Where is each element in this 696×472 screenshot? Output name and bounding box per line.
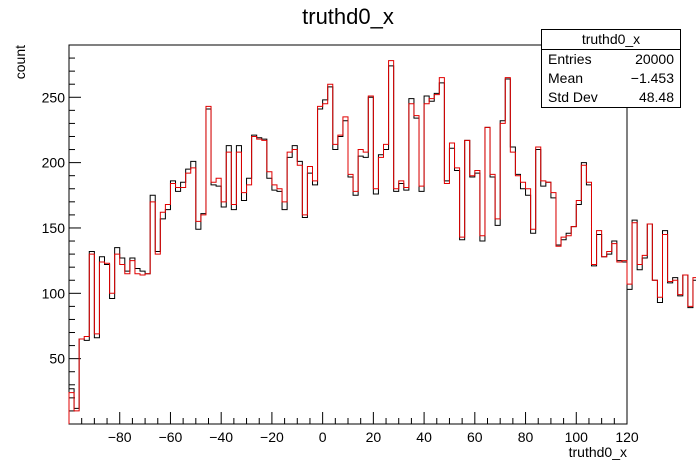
stats-row-mean: Mean −1.453	[542, 69, 680, 88]
y-tick-label: 200	[42, 155, 66, 171]
x-axis-label: truthd0_x	[569, 444, 627, 460]
stats-entries-value: 20000	[635, 51, 674, 67]
stats-entries-label: Entries	[548, 51, 592, 67]
stats-box: truthd0_x Entries 20000 Mean −1.453 Std …	[541, 29, 681, 108]
stats-stddev-label: Std Dev	[548, 89, 598, 105]
histogram-series	[68, 60, 696, 424]
stats-row-stddev: Std Dev 48.48	[542, 88, 680, 107]
stats-mean-label: Mean	[548, 70, 584, 86]
x-tick-label: 120	[615, 429, 639, 445]
x-tick-label: −20	[260, 429, 284, 445]
y-axis-label: count	[12, 45, 28, 79]
x-tick-label: −60	[159, 429, 183, 445]
chart-title: truthd0_x	[302, 4, 394, 29]
tick-labels: −80 −60 −40 −20 0 20 40 60 80 100 120 50 100 150 200 25…	[42, 89, 639, 445]
y-tick-label: 250	[42, 89, 66, 105]
stats-mean-value: −1.453	[630, 70, 674, 86]
y-tick-label: 150	[42, 220, 66, 236]
x-tick-label: −40	[209, 429, 233, 445]
y-tick-label: 100	[42, 285, 66, 301]
stats-title: truthd0_x	[542, 30, 680, 50]
x-tick-label: 80	[518, 429, 534, 445]
x-tick-label: −80	[108, 429, 132, 445]
x-tick-label: 0	[319, 429, 327, 445]
histogram-series-1	[68, 60, 696, 424]
axis-ticks	[68, 44, 628, 425]
x-tick-label: 100	[565, 429, 589, 445]
y-tick-label: 50	[49, 351, 65, 367]
x-tick-label: 20	[366, 429, 382, 445]
x-tick-label: 40	[416, 429, 432, 445]
x-tick-label: 60	[467, 429, 483, 445]
stats-stddev-value: 48.48	[638, 89, 674, 105]
stats-row-entries: Entries 20000	[542, 50, 680, 69]
